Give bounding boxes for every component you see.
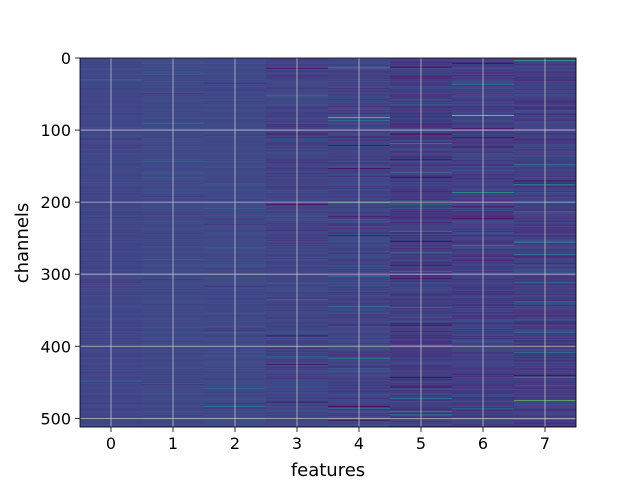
x-axis-ticks: 0 1 2 3 4 5 6 7 xyxy=(106,427,550,453)
x-tick-label: 1 xyxy=(168,434,178,453)
x-tick-label: 0 xyxy=(106,434,116,453)
y-tick-label: 100 xyxy=(40,121,71,140)
x-tick-label: 5 xyxy=(416,434,426,453)
x-tick-label: 7 xyxy=(540,434,550,453)
x-tick-label: 2 xyxy=(230,434,240,453)
y-tick-label: 300 xyxy=(40,265,71,284)
x-tick-label: 3 xyxy=(292,434,302,453)
grid-lines xyxy=(80,57,576,427)
x-axis-label: features xyxy=(291,460,365,480)
y-tick-label: 500 xyxy=(40,409,71,428)
y-tick-label: 0 xyxy=(61,49,71,68)
plot-frame xyxy=(79,57,577,428)
y-axis-ticks: 0 100 200 300 400 500 xyxy=(40,49,80,428)
y-tick-label: 200 xyxy=(40,193,71,212)
x-tick-label: 4 xyxy=(354,434,364,453)
y-axis-label: channels xyxy=(12,203,33,284)
x-tick-label: 6 xyxy=(478,434,488,453)
y-tick-label: 400 xyxy=(40,337,71,356)
plot-area xyxy=(80,58,577,428)
